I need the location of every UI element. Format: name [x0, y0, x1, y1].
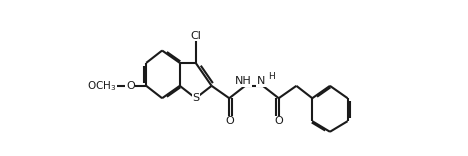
Text: H: H	[268, 72, 275, 80]
Text: NH: NH	[235, 76, 252, 86]
Text: O: O	[126, 81, 135, 91]
Text: S: S	[192, 93, 199, 103]
Text: OCH$_3$: OCH$_3$	[87, 79, 116, 93]
Text: N: N	[257, 76, 265, 86]
Text: Cl: Cl	[190, 31, 201, 41]
Text: O: O	[225, 116, 234, 126]
Text: O: O	[274, 116, 283, 126]
